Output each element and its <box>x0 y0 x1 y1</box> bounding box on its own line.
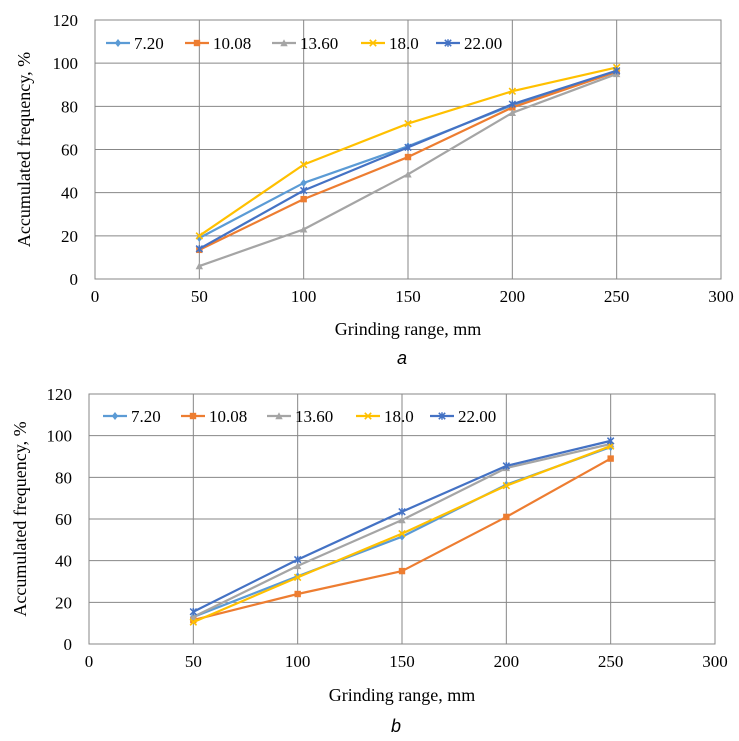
legend-marker <box>275 412 283 420</box>
data-point <box>398 507 406 516</box>
y-tick-label: 80 <box>61 97 78 116</box>
data-point <box>293 573 302 582</box>
data-point <box>299 225 308 233</box>
data-point <box>508 109 517 117</box>
y-tick-label: 40 <box>55 552 72 571</box>
y-tick-label: 20 <box>55 593 72 612</box>
legend: 7.20 10.08 13.60 18.0 22.00 <box>106 34 502 53</box>
data-point <box>300 178 307 187</box>
data-point <box>300 195 307 203</box>
legend: 7.20 10.08 13.60 18.0 22.00 <box>103 407 496 426</box>
series-13.60 <box>195 70 621 270</box>
data-point <box>293 562 302 570</box>
panel-caption: b <box>391 716 401 736</box>
chart-panel-b: 0 20 40 60 80 100 120 0 50 100 150 200 250 300 Grindin… <box>10 385 728 736</box>
series-22.00 <box>195 66 621 253</box>
y-tick-label: 20 <box>61 227 78 246</box>
legend-marker <box>193 39 201 47</box>
x-axis-title: Grinding range, mm <box>335 319 481 339</box>
data-point <box>294 590 301 598</box>
x-axis-title: Grinding range, mm <box>329 685 475 705</box>
x-tick-label: 300 <box>708 287 734 306</box>
data-point <box>508 100 517 108</box>
data-point <box>195 262 204 270</box>
legend-label: 13.60 <box>295 407 333 426</box>
y-tick-label: 80 <box>55 468 72 487</box>
y-tick-label: 60 <box>61 141 78 160</box>
legend-label: 22.00 <box>458 407 496 426</box>
legend-label: 7.20 <box>134 34 164 53</box>
data-point <box>607 455 614 462</box>
legend-label: 22.00 <box>464 34 502 53</box>
x-tick-label: 0 <box>85 652 94 671</box>
data-point <box>189 618 198 626</box>
y-tick-label: 100 <box>53 54 79 73</box>
x-tick-label: 0 <box>91 287 100 306</box>
legend-label: 18.0 <box>384 407 414 426</box>
data-point <box>195 232 204 240</box>
x-tick-label: 150 <box>395 287 421 306</box>
legend-marker <box>444 39 452 47</box>
data-point <box>503 513 510 521</box>
legend-marker <box>189 412 197 420</box>
data-point <box>398 516 406 524</box>
data-point <box>189 613 198 621</box>
legend-marker <box>369 39 377 47</box>
y-axis-title: Accumulated frequency, % <box>10 421 30 616</box>
legend-label: 18.0 <box>389 34 419 53</box>
x-tick-label: 100 <box>285 652 311 671</box>
x-tick-label: 200 <box>494 652 520 671</box>
data-point <box>502 481 511 490</box>
plot-area-border <box>94 19 722 280</box>
y-tick-label: 0 <box>70 270 79 289</box>
data-point <box>299 186 308 195</box>
x-tick-label: 200 <box>500 287 526 306</box>
x-tick-label: 250 <box>598 652 624 671</box>
x-tick-label: 100 <box>291 287 317 306</box>
chart-panel-a: 0 20 40 60 80 100 120 0 50 100 150 200 250 300 Grindin… <box>14 11 734 368</box>
data-point <box>293 555 302 564</box>
x-tick-label: 50 <box>185 652 202 671</box>
data-point <box>508 87 517 95</box>
y-tick-label: 120 <box>53 11 79 30</box>
legend-marker <box>364 412 372 420</box>
y-tick-label: 40 <box>61 184 78 203</box>
legend-label: 13.60 <box>300 34 338 53</box>
data-point <box>398 567 406 575</box>
y-tick-label: 100 <box>47 427 73 446</box>
data-point <box>299 160 308 169</box>
x-tick-label: 50 <box>191 287 208 306</box>
x-tick-label: 250 <box>604 287 630 306</box>
y-axis-title: Accumulated frequency, % <box>14 52 34 247</box>
y-tick-label: 0 <box>64 635 73 654</box>
data-point <box>189 607 198 616</box>
data-point <box>404 170 412 178</box>
panel-caption: a <box>397 348 407 368</box>
legend-marker <box>111 412 119 420</box>
x-tick-label: 150 <box>389 652 415 671</box>
plot-area-border <box>88 393 716 645</box>
data-point <box>502 462 511 470</box>
legend-marker <box>438 412 446 420</box>
data-point <box>404 153 412 161</box>
y-tick-label: 60 <box>55 510 72 529</box>
legend-label: 10.08 <box>209 407 247 426</box>
x-tick-label: 300 <box>702 652 728 671</box>
series-13.60 <box>189 440 615 621</box>
y-tick-label: 120 <box>47 385 73 404</box>
legend-marker <box>280 39 288 47</box>
series-18.0 <box>195 63 621 240</box>
data-point <box>404 143 412 152</box>
data-point <box>195 245 204 253</box>
data-point <box>612 66 621 75</box>
data-point <box>398 529 406 538</box>
data-point <box>606 437 615 445</box>
series-22.00 <box>189 437 615 616</box>
legend-label: 10.08 <box>213 34 251 53</box>
data-point <box>404 119 412 128</box>
legend-label: 7.20 <box>131 407 161 426</box>
legend-marker <box>114 39 122 47</box>
